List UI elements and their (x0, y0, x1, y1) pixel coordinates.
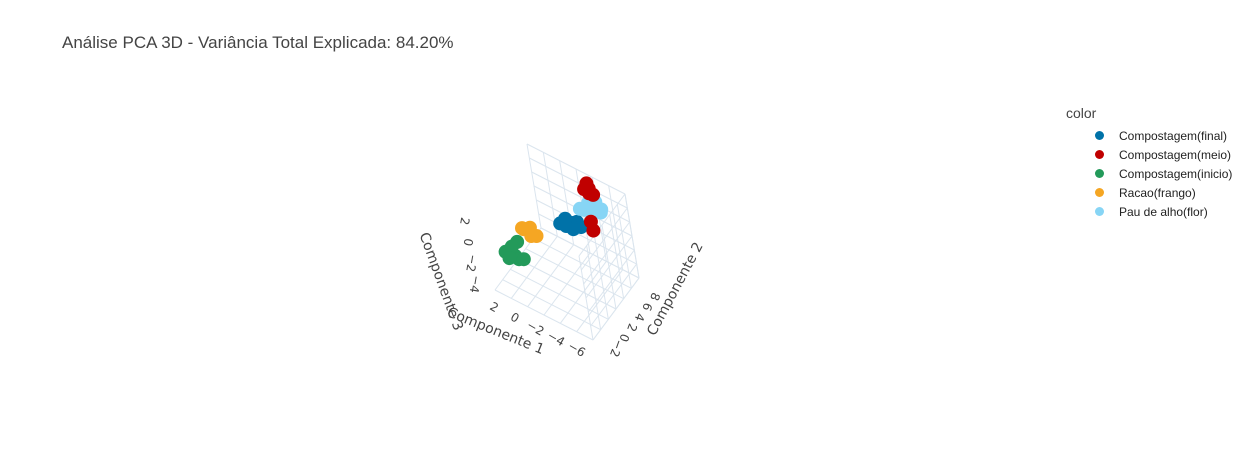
legend-item-racao-frango[interactable]: Racao(frango) (1066, 183, 1232, 202)
grid-line (526, 143, 626, 195)
tick-label: 0 (508, 310, 522, 326)
grid-line (525, 248, 624, 300)
tick-label: 2 (457, 216, 472, 226)
data-point (516, 252, 531, 267)
tick-label: 4 (632, 311, 648, 323)
z-axis-title: Componente 3 (416, 230, 466, 332)
legend-marker (1095, 169, 1104, 178)
grid-line (624, 193, 640, 279)
grid-line (608, 185, 624, 270)
legend-item-pau-de-alho-flor[interactable]: Pau de alho(flor) (1066, 202, 1232, 221)
legend-marker (1095, 207, 1104, 216)
data-point (594, 202, 609, 217)
legend-label: Racao(frango) (1119, 185, 1196, 200)
legend-label: Compostagem(inicio) (1119, 166, 1233, 181)
data-point (504, 239, 519, 254)
tick-label: 8 (647, 291, 663, 303)
grid-line (592, 277, 640, 341)
legend-title: color (1066, 105, 1097, 121)
point-layer (498, 176, 609, 267)
legend-label: Compostagem(final) (1119, 128, 1228, 143)
data-point (586, 223, 601, 238)
tick-label: −4 (467, 274, 484, 294)
tick-label: 2 (624, 322, 640, 334)
chart-title: Análise PCA 3D - Variância Total Explica… (62, 33, 454, 52)
legend-label: Pau de alho(flor) (1119, 204, 1208, 219)
tick-label: −6 (566, 339, 588, 360)
legend-marker (1095, 188, 1104, 197)
grid-line (580, 207, 628, 271)
grid-line (533, 237, 632, 289)
legend-item-compostagem-inicio[interactable]: Compostagem(inicio) (1066, 164, 1232, 183)
tick-label: −4 (545, 328, 567, 349)
data-point (502, 251, 517, 266)
grid-line (578, 193, 626, 257)
tick-label: 0 (616, 332, 632, 344)
grid-line (540, 227, 640, 279)
data-point (515, 221, 529, 236)
tick-label: 0 (461, 237, 476, 247)
legend-item-compostagem-final[interactable]: Compostagem(final) (1066, 126, 1232, 145)
data-point (558, 211, 573, 226)
legend: color Compostagem(final) Compostagem(mei… (1066, 105, 1232, 221)
y-axis-title: Componente 2 (644, 240, 707, 339)
data-point (524, 229, 539, 243)
tick-label: −2 (463, 253, 480, 273)
tick-label: 2 (487, 299, 501, 315)
grid-line (529, 157, 628, 209)
grid-line (517, 258, 617, 310)
data-point (577, 182, 592, 197)
legend-item-compostagem-meio[interactable]: Compostagem(meio) (1066, 145, 1232, 164)
tick-label: 6 (639, 301, 655, 313)
data-point (566, 222, 581, 237)
legend-marker (1095, 131, 1104, 140)
legend-label: Compostagem(meio) (1119, 147, 1232, 162)
legend-marker (1095, 150, 1104, 159)
grid-layer (494, 143, 640, 341)
tick-label: −2 (607, 337, 626, 358)
